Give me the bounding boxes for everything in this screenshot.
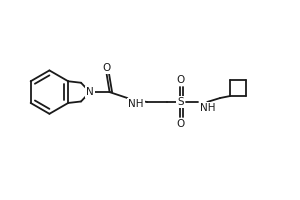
Text: S: S <box>177 97 184 107</box>
Text: O: O <box>176 75 185 85</box>
Text: NH: NH <box>200 103 216 113</box>
Text: N: N <box>86 87 94 97</box>
Text: NH: NH <box>128 99 144 109</box>
Text: O: O <box>176 119 185 129</box>
Text: O: O <box>103 63 111 73</box>
